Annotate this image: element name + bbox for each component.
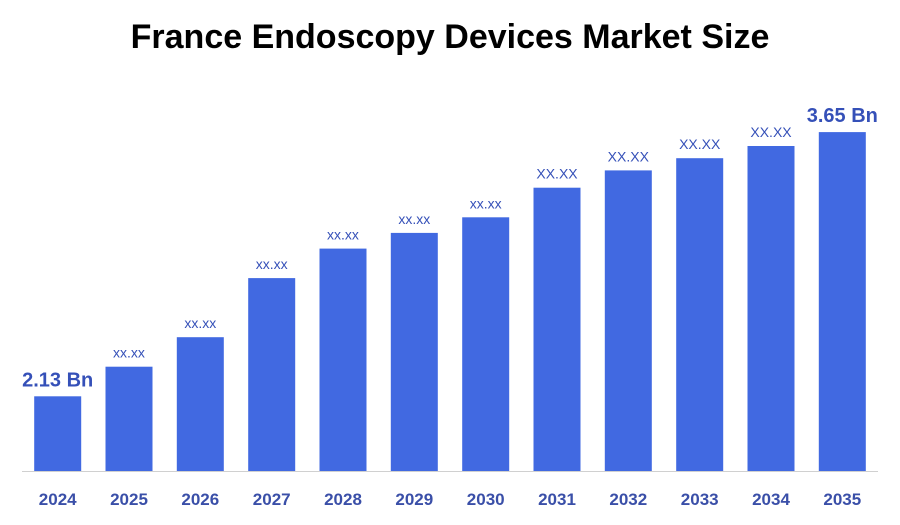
- x-tick-label-2035: 2035: [823, 490, 861, 509]
- x-tick-label-2033: 2033: [681, 490, 719, 509]
- x-tick-label-2028: 2028: [324, 490, 362, 509]
- x-tick-label-2030: 2030: [467, 490, 505, 509]
- x-tick-label-2024: 2024: [39, 490, 77, 509]
- bar-2032: [604, 170, 652, 471]
- data-label-2025: xx.xx: [113, 345, 145, 361]
- x-tick-label-2027: 2027: [253, 490, 291, 509]
- bar-2029: [390, 232, 438, 471]
- data-label-2026: xx.xx: [184, 315, 216, 331]
- data-label-2027: xx.xx: [256, 256, 288, 272]
- data-label-2029: xx.xx: [398, 211, 430, 227]
- data-label-2028: xx.xx: [327, 227, 359, 243]
- bar-2027: [248, 278, 296, 471]
- bar-2024: [34, 396, 82, 471]
- bar-2026: [176, 337, 224, 471]
- x-tick-label-2031: 2031: [538, 490, 576, 509]
- bar-2033: [676, 158, 724, 471]
- x-tick-label-2034: 2034: [752, 490, 790, 509]
- bar-2025: [105, 366, 153, 471]
- data-label-2033: XX.XX: [679, 136, 721, 152]
- bar-2028: [319, 248, 367, 471]
- x-tick-label-2029: 2029: [395, 490, 433, 509]
- data-label-2034: XX.XX: [750, 124, 792, 140]
- x-tick-label-2025: 2025: [110, 490, 148, 509]
- x-tick-label-2026: 2026: [181, 490, 219, 509]
- data-label-2032: XX.XX: [608, 148, 650, 164]
- chart-title: France Endoscopy Devices Market Size: [130, 18, 770, 56]
- data-label-2035: 3.65 Bn: [807, 105, 878, 127]
- bar-2031: [533, 187, 581, 471]
- data-label-2024: 2.13 Bn: [22, 369, 93, 391]
- data-label-2030: xx.xx: [470, 195, 502, 211]
- bar-2035: [818, 132, 866, 471]
- bar-2034: [747, 146, 795, 471]
- data-label-2031: XX.XX: [536, 166, 578, 182]
- x-tick-label-2032: 2032: [609, 490, 647, 509]
- bar-2030: [462, 217, 510, 471]
